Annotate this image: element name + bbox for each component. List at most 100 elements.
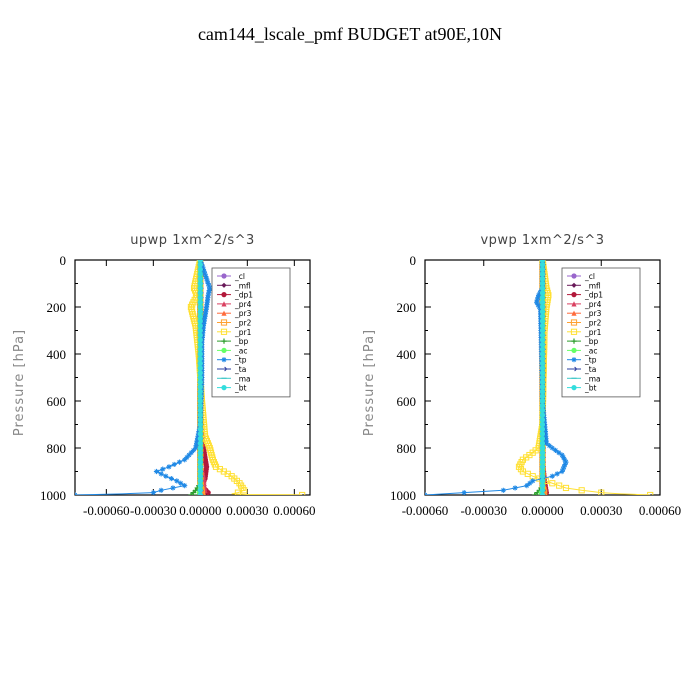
data-point: [539, 313, 546, 319]
data-point: [549, 473, 555, 479]
data-point: [539, 478, 546, 484]
data-point: [539, 365, 546, 371]
data-point: [182, 483, 188, 489]
data-point: [197, 483, 203, 489]
legend-marker: [571, 273, 577, 279]
data-point: [539, 487, 546, 493]
data-point: [158, 487, 164, 493]
data-point: [534, 299, 540, 305]
data-point: [178, 480, 184, 486]
legend: _cl_mfl_dp1_pr4_pr3_pr2_pr1_bp_ac_tp_ta_…: [211, 267, 291, 398]
data-point: [539, 304, 546, 310]
legend-label: _tp: [234, 356, 247, 365]
x-tick-label: 0.00060: [273, 503, 315, 518]
data-point: [197, 370, 203, 376]
data-point: [543, 440, 550, 446]
data-point: [197, 445, 203, 451]
data-point: [197, 365, 203, 371]
data-point: [539, 271, 546, 277]
legend-marker: [221, 357, 227, 363]
data-point: [184, 454, 190, 460]
chart-panel-1: upwp 1xm^2/s^3 Pressure [hPa] 0 200 400 600 80…: [12, 233, 315, 518]
data-point: [539, 337, 546, 343]
data-point: [538, 287, 544, 294]
x-tick-label: 0.00060: [639, 503, 681, 518]
data-point: [539, 431, 546, 437]
data-point: [174, 478, 180, 484]
data-point: [539, 468, 546, 475]
series-group: [425, 260, 654, 495]
data-point: [539, 332, 546, 338]
data-point: [193, 487, 199, 493]
data-point: [539, 276, 546, 282]
data-point: [197, 351, 203, 357]
data-point: [197, 403, 203, 409]
data-point: [563, 459, 569, 465]
data-point: [197, 318, 203, 324]
data-point: [197, 384, 203, 390]
x-tick-label: -0.00060: [402, 503, 449, 518]
series-group: [75, 260, 306, 495]
legend-box: [211, 267, 291, 398]
data-point: [539, 407, 546, 413]
data-point: [559, 452, 565, 458]
data-point: [197, 426, 203, 432]
data-point: [206, 290, 212, 296]
legend-label: _ta: [584, 365, 596, 374]
data-point: [539, 393, 546, 399]
data-point: [197, 473, 203, 479]
y-tick-label: 1000: [40, 488, 66, 503]
legend-marker: [571, 292, 577, 298]
y-tick-label: 600: [397, 394, 417, 409]
data-point: [207, 285, 213, 291]
legend-marker: [571, 385, 577, 391]
data-point: [197, 271, 203, 277]
data-point: [197, 450, 203, 456]
data-point: [539, 266, 546, 272]
legend-label: _bt: [584, 384, 597, 393]
legend-label: _pr3: [234, 309, 252, 318]
data-point: [539, 417, 546, 423]
data-point: [203, 273, 209, 280]
data-point: [163, 473, 169, 479]
data-point: [197, 313, 203, 319]
data-point: [546, 443, 552, 449]
x-tick-label: -0.00060: [83, 503, 130, 518]
data-point: [75, 492, 78, 495]
x-tick-label: 0.00000: [521, 503, 563, 518]
data-point: [461, 490, 467, 495]
legend: _cl_mfl_dp1_pr4_pr3_pr2_pr1_bp_ac_tp_ta_…: [561, 267, 641, 398]
data-point: [539, 290, 546, 296]
y-tick-label: 800: [47, 441, 67, 456]
data-point: [539, 450, 546, 456]
data-point: [560, 454, 566, 460]
legend-label: _ac: [584, 346, 597, 355]
data-point: [197, 295, 203, 301]
data-point: [197, 337, 203, 343]
legend-label: _pr1: [584, 328, 602, 337]
data-point: [539, 262, 546, 268]
legend-label: _tp: [584, 356, 597, 365]
data-point: [197, 464, 203, 470]
data-point: [197, 468, 203, 475]
page-title: cam144_lscale_pmf BUDGET at90E,10N: [198, 24, 502, 44]
data-point: [539, 384, 546, 390]
data-point: [535, 302, 541, 308]
data-point: [539, 379, 546, 385]
data-point: [598, 489, 605, 495]
data-point: [530, 478, 536, 484]
legend-marker: [571, 301, 577, 307]
legend-label: _pr2: [584, 319, 602, 328]
legend-label: _dp1: [234, 291, 253, 300]
y-axis-label: Pressure [hPa]: [12, 329, 27, 436]
data-point: [158, 471, 164, 477]
legend-marker: [221, 301, 227, 307]
data-point: [197, 266, 203, 272]
data-point: [299, 491, 306, 495]
x-tick-label: 0.00030: [580, 503, 622, 518]
data-point: [197, 360, 203, 366]
data-point: [176, 459, 183, 465]
data-point: [171, 461, 177, 468]
y-tick-label: 200: [397, 300, 417, 315]
data-point: [535, 295, 541, 301]
